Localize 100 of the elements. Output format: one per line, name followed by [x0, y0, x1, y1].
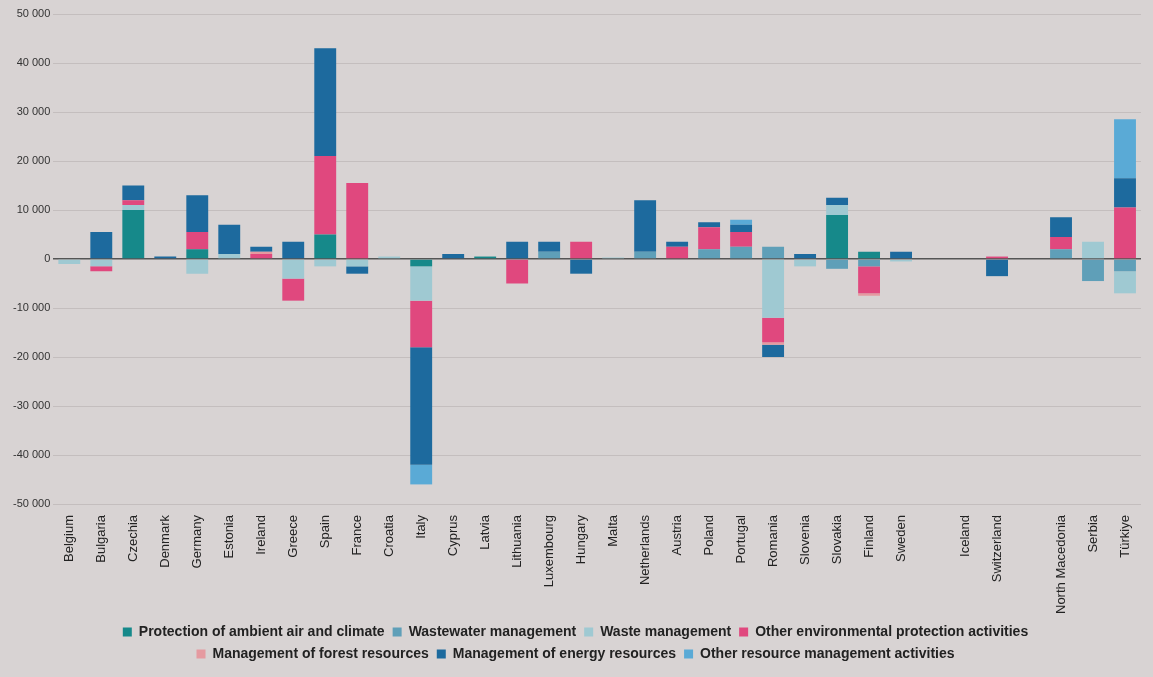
x-tick-label: Italy [412, 514, 428, 539]
bar [346, 266, 369, 274]
bar [826, 214, 849, 259]
bar [314, 156, 337, 235]
bar [90, 259, 113, 267]
bar [122, 200, 145, 206]
x-tick-label: Romania [764, 514, 780, 568]
x-tick-label: Switzerland [988, 515, 1004, 583]
x-tick-label: Sweden [892, 515, 908, 562]
x-tick-label: Lithuania [508, 514, 524, 568]
bar [122, 210, 145, 259]
bar [762, 246, 785, 259]
bar [186, 232, 209, 250]
bar [698, 249, 721, 259]
bar [698, 222, 721, 228]
bar [250, 254, 273, 259]
bar [282, 259, 305, 279]
y-tick-label: 50 000 [16, 7, 51, 20]
x-tick-label: Netherlands [636, 514, 652, 586]
bar [1114, 259, 1136, 272]
bar [1050, 217, 1072, 237]
bar [410, 347, 433, 465]
x-tick-label: Slovakia [828, 514, 844, 565]
bar [1114, 178, 1136, 208]
y-tick-label: 10 000 [16, 203, 51, 216]
bar [1114, 271, 1136, 294]
x-tick-label: Cyprus [444, 514, 460, 557]
bar [1082, 259, 1104, 282]
y-tick-label: -50 000 [13, 497, 51, 510]
bar [858, 259, 881, 267]
bar [442, 254, 465, 259]
x-tick-label: Hungary [572, 514, 588, 565]
legend-label: Other environmental protection activities [755, 622, 1029, 639]
x-tick-label: Slovenia [796, 514, 812, 565]
x-tick-label: Luxembourg [540, 515, 556, 588]
bar [122, 185, 145, 201]
x-tick-label: Belgium [60, 515, 76, 562]
bar [186, 259, 209, 274]
bar [538, 251, 561, 259]
bar [794, 254, 817, 259]
x-tick-label: Austria [668, 514, 684, 556]
bar [1114, 119, 1136, 179]
bar [282, 278, 305, 301]
bar [90, 266, 113, 272]
bar [410, 464, 433, 485]
x-tick-label: Poland [700, 515, 716, 556]
bar [826, 259, 849, 269]
bar [890, 251, 913, 259]
bar [186, 249, 209, 259]
bar [570, 241, 593, 259]
bar [90, 232, 113, 259]
y-tick-label: -40 000 [13, 448, 51, 461]
legend-label: Management of forest resources [212, 644, 429, 661]
y-tick-label: 40 000 [16, 56, 51, 69]
bar [858, 266, 881, 294]
bar [762, 344, 785, 357]
x-tick-label: Greece [284, 515, 300, 558]
bar [1050, 249, 1072, 259]
y-tick-label: 20 000 [16, 154, 51, 167]
bar [58, 259, 81, 264]
bar [314, 234, 337, 259]
x-tick-label: Germany [188, 514, 204, 569]
legend-label: Waste management [600, 622, 732, 639]
bar [410, 259, 433, 267]
bar [666, 241, 689, 247]
x-tick-label: Iceland [956, 515, 972, 557]
bar [634, 200, 657, 252]
y-tick-label: -30 000 [13, 399, 51, 412]
bar [730, 224, 753, 233]
bar [1082, 241, 1104, 259]
bar [1050, 236, 1072, 250]
bar [986, 259, 1008, 277]
bar [282, 241, 305, 259]
x-tick-label: Denmark [156, 514, 172, 568]
bar [506, 241, 529, 259]
bar [314, 48, 337, 157]
x-tick-label: Czechia [124, 514, 140, 562]
x-tick-label: Estonia [220, 514, 236, 559]
bar [250, 246, 273, 252]
bar [634, 251, 657, 259]
bar [570, 259, 593, 274]
x-tick-label: Latvia [476, 514, 492, 550]
x-tick-label: Malta [604, 514, 620, 547]
bar [410, 300, 433, 348]
y-tick-label: -20 000 [13, 350, 51, 363]
y-tick-label: 30 000 [16, 105, 51, 118]
bar [698, 227, 721, 250]
x-tick-label: Spain [316, 515, 332, 549]
bar [218, 224, 241, 255]
bar [730, 232, 753, 247]
bar [186, 195, 209, 233]
x-tick-label: North Macedonia [1052, 514, 1068, 614]
bar [826, 205, 849, 215]
y-tick-label: 0 [44, 252, 51, 265]
x-tick-label: Finland [860, 515, 876, 558]
bar [314, 259, 337, 267]
bar [730, 219, 753, 225]
bar [1114, 207, 1136, 259]
bar [730, 246, 753, 259]
bar [858, 293, 881, 296]
